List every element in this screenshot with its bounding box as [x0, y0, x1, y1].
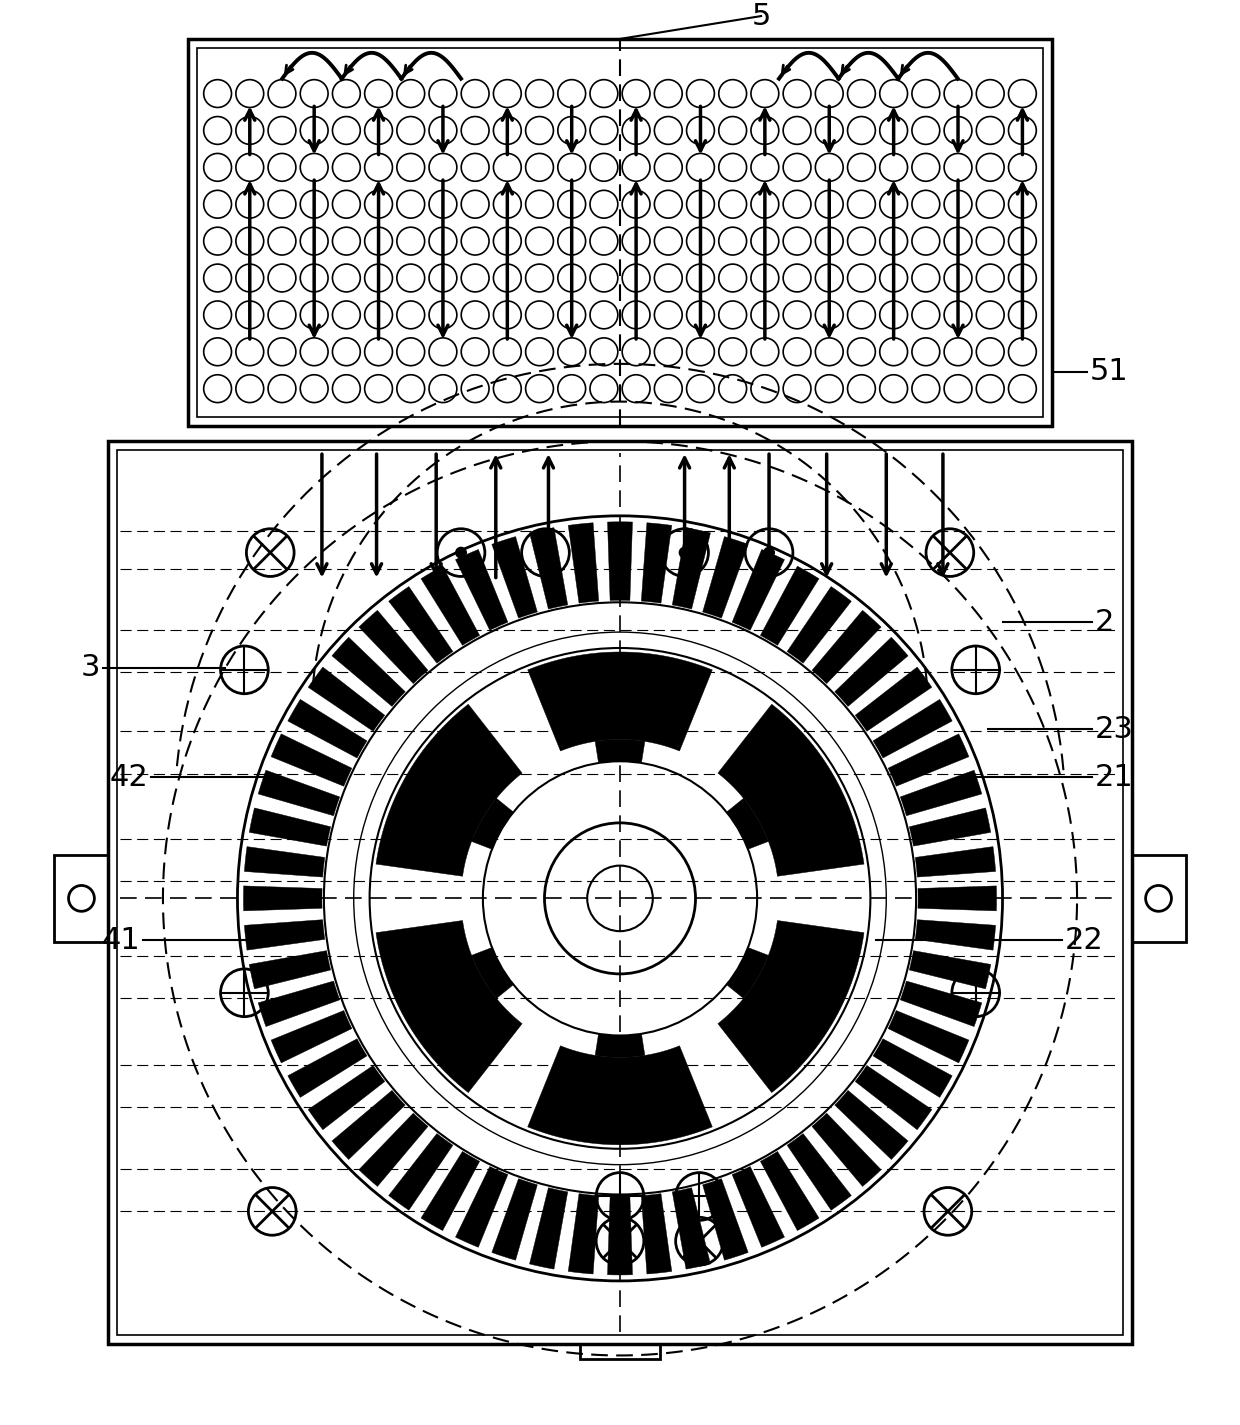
- Polygon shape: [272, 1010, 352, 1063]
- Circle shape: [764, 547, 774, 557]
- Polygon shape: [455, 1167, 508, 1247]
- Circle shape: [238, 516, 1002, 1281]
- Polygon shape: [471, 948, 513, 999]
- Circle shape: [324, 603, 916, 1194]
- Text: 22: 22: [1065, 926, 1104, 955]
- Polygon shape: [376, 704, 522, 876]
- Polygon shape: [909, 808, 991, 846]
- Polygon shape: [900, 770, 982, 815]
- Polygon shape: [243, 886, 322, 911]
- Polygon shape: [528, 1046, 712, 1144]
- Polygon shape: [388, 587, 453, 663]
- Circle shape: [456, 547, 466, 557]
- Polygon shape: [835, 1090, 908, 1160]
- Polygon shape: [288, 700, 367, 758]
- Text: 23: 23: [1095, 715, 1133, 744]
- Text: 21: 21: [1095, 762, 1133, 792]
- Polygon shape: [915, 846, 996, 876]
- Polygon shape: [422, 1151, 480, 1231]
- Polygon shape: [388, 1134, 453, 1210]
- Polygon shape: [608, 1197, 632, 1275]
- Polygon shape: [568, 523, 599, 603]
- Polygon shape: [272, 734, 352, 787]
- Polygon shape: [249, 808, 331, 846]
- Polygon shape: [641, 1194, 672, 1274]
- Polygon shape: [309, 1066, 384, 1130]
- Polygon shape: [309, 667, 384, 731]
- Polygon shape: [718, 921, 864, 1093]
- Circle shape: [588, 865, 652, 931]
- Polygon shape: [856, 1066, 931, 1130]
- Polygon shape: [915, 919, 996, 950]
- Polygon shape: [528, 653, 712, 751]
- Circle shape: [541, 547, 551, 557]
- Polygon shape: [760, 566, 818, 646]
- Polygon shape: [900, 980, 982, 1026]
- Polygon shape: [873, 700, 952, 758]
- Polygon shape: [888, 1010, 968, 1063]
- Circle shape: [482, 761, 758, 1036]
- Polygon shape: [422, 566, 480, 646]
- Polygon shape: [732, 1167, 785, 1247]
- Polygon shape: [455, 550, 508, 630]
- Polygon shape: [376, 921, 522, 1093]
- Polygon shape: [727, 948, 769, 999]
- Polygon shape: [595, 740, 645, 762]
- Polygon shape: [760, 1151, 818, 1231]
- Circle shape: [680, 547, 689, 557]
- Polygon shape: [812, 1113, 882, 1187]
- Polygon shape: [703, 1178, 748, 1260]
- Polygon shape: [332, 637, 405, 707]
- Polygon shape: [787, 1134, 852, 1210]
- Polygon shape: [608, 522, 632, 600]
- Polygon shape: [888, 734, 968, 787]
- Circle shape: [544, 822, 696, 973]
- Polygon shape: [856, 667, 931, 731]
- Polygon shape: [471, 798, 513, 849]
- Polygon shape: [732, 550, 785, 630]
- Polygon shape: [288, 1039, 367, 1097]
- Polygon shape: [873, 1039, 952, 1097]
- Polygon shape: [492, 537, 537, 618]
- Polygon shape: [358, 610, 428, 684]
- Polygon shape: [718, 704, 864, 876]
- Polygon shape: [568, 1194, 599, 1274]
- Polygon shape: [909, 950, 991, 989]
- Polygon shape: [812, 610, 882, 684]
- Polygon shape: [332, 1090, 405, 1160]
- Polygon shape: [244, 919, 325, 950]
- Polygon shape: [672, 527, 711, 608]
- Polygon shape: [258, 980, 340, 1026]
- Polygon shape: [641, 523, 672, 603]
- Text: 42: 42: [109, 762, 148, 792]
- Text: 3: 3: [81, 654, 100, 683]
- Polygon shape: [529, 527, 568, 608]
- Polygon shape: [835, 637, 908, 707]
- Text: 5: 5: [751, 1, 771, 30]
- Circle shape: [370, 648, 870, 1149]
- Polygon shape: [529, 1188, 568, 1270]
- Polygon shape: [727, 798, 769, 849]
- Polygon shape: [672, 1188, 711, 1270]
- Polygon shape: [358, 1113, 428, 1187]
- Polygon shape: [244, 846, 325, 876]
- Text: 2: 2: [1095, 607, 1115, 637]
- Polygon shape: [787, 587, 852, 663]
- Polygon shape: [703, 537, 748, 618]
- Polygon shape: [492, 1178, 537, 1260]
- Polygon shape: [918, 886, 997, 911]
- Polygon shape: [595, 1033, 645, 1057]
- Text: 41: 41: [102, 926, 140, 955]
- Polygon shape: [258, 770, 340, 815]
- Polygon shape: [249, 950, 331, 989]
- Text: 51: 51: [1090, 358, 1128, 386]
